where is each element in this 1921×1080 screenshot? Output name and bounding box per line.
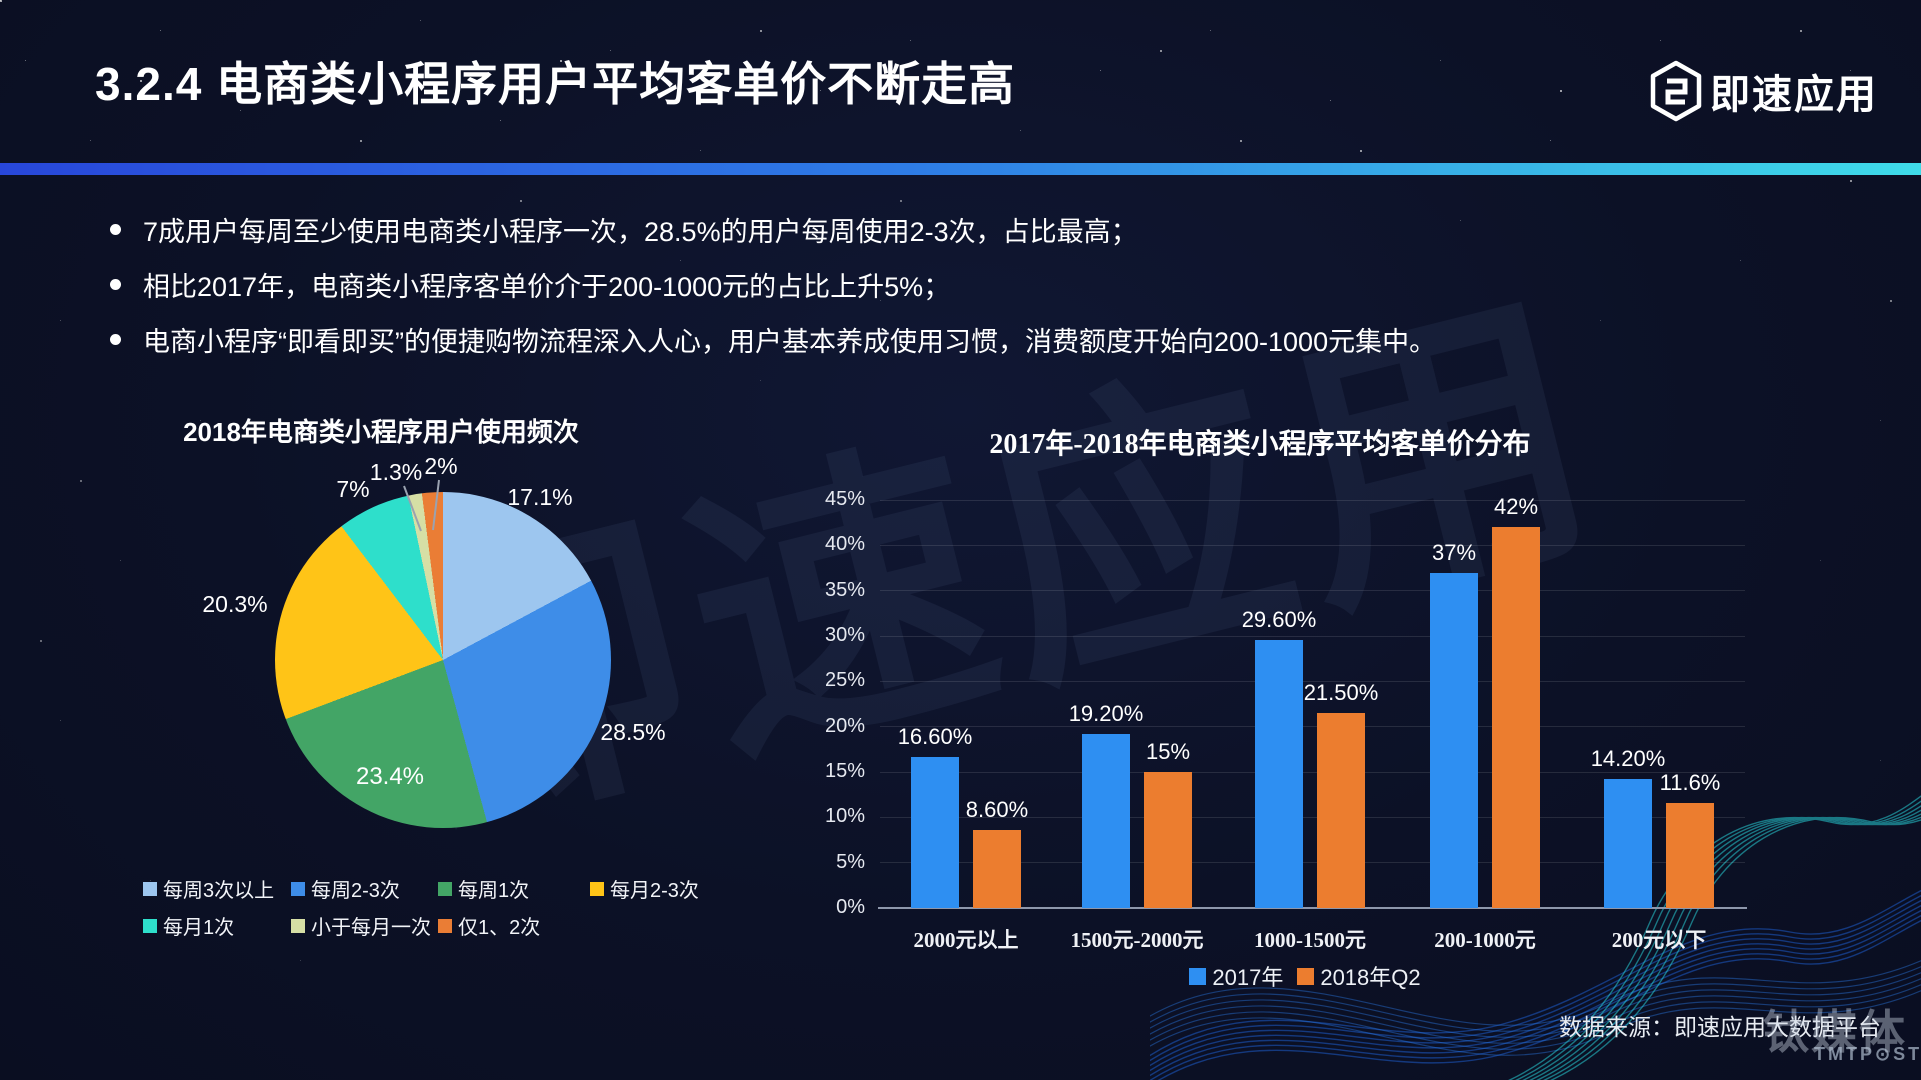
pie-legend-label: 每月1次 (163, 917, 235, 939)
pie-legend-label: 每周1次 (458, 880, 530, 902)
pie-legend-swatch (291, 918, 305, 933)
gridline (880, 816, 1745, 818)
bullet-list: 7成用户每周至少使用电商类小程序一次，28.5%的用户每周使用2-3次，占比最高… (110, 210, 1436, 375)
pie-legend-item: 仅1、2次 (438, 911, 540, 940)
bullet-text: 7成用户每周至少使用电商类小程序一次，28.5%的用户每周使用2-3次，占比最高… (143, 216, 1138, 247)
bullet-item: 相比2017年，电商类小程序客单价介于200-1000元的占比上升5%； (110, 265, 1436, 303)
bullet-item: 电商小程序“即看即买”的便捷购物流程深入人心，用户基本养成使用习惯，消费额度开始… (110, 320, 1436, 358)
bar-value-label: 42% (1493, 494, 1539, 520)
pie-chart (275, 492, 611, 828)
gridline (880, 544, 1745, 546)
pie-legend-label: 每月2-3次 (610, 880, 699, 902)
accent-divider (0, 163, 1921, 175)
y-axis-tick: 25% (824, 669, 865, 692)
bar-value-label: 19.20% (1068, 700, 1144, 726)
bullet-text: 电商小程序“即看即买”的便捷购物流程深入人心，用户基本养成使用习惯，消费额度开始… (143, 326, 1437, 357)
pie-legend-swatch (291, 881, 305, 896)
pie-legend-label: 仅1、2次 (458, 917, 541, 939)
x-axis-category-label: 200元以下 (1611, 928, 1707, 952)
gridline (880, 771, 1745, 773)
pie-legend-item: 每周3次以上 (143, 874, 274, 903)
pie-legend-item: 小于每月一次 (291, 911, 431, 940)
bullet-text: 相比2017年，电商类小程序客单价介于200-1000元的占比上升5%； (143, 271, 951, 302)
pie-value-label: 2% (424, 453, 458, 479)
bar-2018年Q2-1500元-2000元 (1144, 772, 1192, 908)
bullet-dot (110, 333, 121, 345)
bullet-item: 7成用户每周至少使用电商类小程序一次，28.5%的用户每周使用2-3次，占比最高… (110, 210, 1436, 248)
pie-legend-item: 每周1次 (438, 874, 529, 903)
y-axis-tick: 15% (824, 760, 865, 782)
bar-value-label: 15% (1145, 739, 1191, 764)
y-axis-tick: 45% (824, 488, 865, 510)
bar-chart-title: 2017年-2018年电商类小程序平均客单价分布 (989, 429, 1531, 460)
bar-value-label: 21.50% (1303, 680, 1379, 706)
y-axis-tick: 5% (836, 850, 865, 873)
y-axis-tick: 0% (836, 896, 865, 918)
bar-chart-legend: 2017年 2018年Q2 (1162, 960, 1462, 992)
bar-value-label: 16.60% (897, 724, 973, 750)
hexagon-logo-icon (1650, 60, 1702, 122)
pie-value-label: 20.3% (202, 591, 268, 617)
legend-label-2017: 2017年 (1212, 965, 1284, 990)
pie-legend-swatch (590, 881, 604, 896)
y-axis-tick: 10% (824, 805, 865, 828)
gridline (880, 862, 1745, 864)
pie-legend-label: 每周2-3次 (311, 880, 400, 902)
gridline (880, 499, 1745, 501)
bullet-dot (110, 223, 121, 235)
legend-swatch-2018q2 (1297, 967, 1315, 985)
bar-value-label: 8.60% (965, 797, 1029, 823)
bar-2017年-1000-1500元 (1255, 639, 1303, 908)
pie-legend-item: 每月1次 (143, 911, 234, 940)
bar-2018年Q2-1000-1500元 (1317, 713, 1365, 908)
page-title: 3.2.4 电商类小程序用户平均客单价不断走高 (95, 58, 1016, 110)
bar-2018年Q2-200-1000元 (1492, 527, 1540, 908)
pie-legend-swatch (143, 881, 157, 896)
legend-label-2018q2: 2018年Q2 (1320, 965, 1421, 990)
pie-value-label: 23.4% (355, 763, 425, 790)
bar-2018年Q2-2000元以上 (973, 830, 1021, 908)
pie-legend-label: 每周3次以上 (163, 880, 275, 902)
pie-value-label: 1.3% (369, 459, 423, 485)
bullet-dot (110, 278, 121, 290)
brand-logo: 即速应用 (1650, 60, 1878, 122)
y-axis-tick: 20% (824, 714, 865, 737)
pie-legend-item: 每月2-3次 (590, 874, 699, 903)
pie-legend-swatch (438, 918, 452, 933)
star-field-bright (0, 0, 2, 2)
y-axis-tick: 30% (824, 624, 865, 646)
x-axis-category-label: 2000元以上 (913, 928, 1019, 952)
legend-swatch-2017 (1189, 967, 1207, 985)
bar-2017年-200元以下 (1604, 779, 1652, 908)
tmtpost-en-watermark: TMTP⊙ST (1814, 1044, 1921, 1064)
y-axis-tick: 35% (824, 578, 865, 601)
pie-value-label: 7% (336, 476, 370, 502)
bar-2017年-200-1000元 (1430, 572, 1478, 908)
gridline (880, 680, 1745, 682)
bar-value-label: 37% (1431, 539, 1477, 565)
pie-value-label: 17.1% (507, 484, 573, 510)
bar-value-label: 14.20% (1590, 746, 1666, 772)
pie-chart-title: 2018年电商类小程序用户使用频次 (183, 417, 579, 447)
bar-value-label: 29.60% (1241, 606, 1317, 632)
pie-legend-item: 每周2-3次 (291, 874, 400, 903)
bar-2018年Q2-200元以下 (1666, 802, 1714, 908)
bar-2017年-2000元以上 (911, 757, 959, 908)
y-axis-tick: 40% (824, 533, 865, 556)
bar-value-label: 11.6% (1659, 769, 1721, 795)
logo-text: 即速应用 (1710, 73, 1878, 117)
pie-value-label: 28.5% (600, 719, 666, 745)
pie-legend-swatch (438, 881, 452, 896)
gridline (880, 726, 1745, 728)
pie-legend-label: 小于每月一次 (311, 917, 431, 939)
gridline (880, 590, 1745, 592)
pie-legend-swatch (143, 918, 157, 933)
bar-2017年-1500元-2000元 (1082, 733, 1130, 908)
gridline (880, 635, 1745, 637)
